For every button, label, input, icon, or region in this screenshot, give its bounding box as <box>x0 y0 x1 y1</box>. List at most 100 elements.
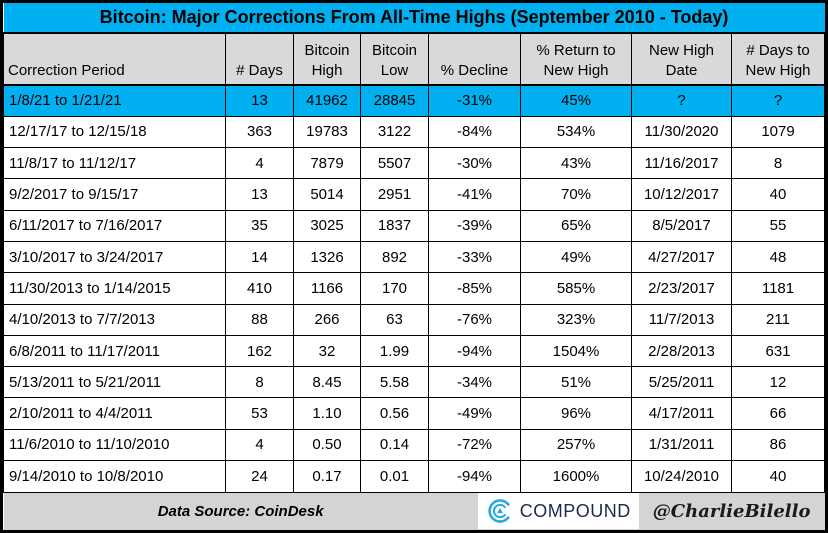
table-cell: 19783 <box>293 115 361 149</box>
table-cell: 1166 <box>293 272 361 305</box>
table-cell: 65% <box>520 209 632 242</box>
table-cell: -85% <box>428 272 521 305</box>
table-cell: 631 <box>731 334 825 368</box>
table-cell: 11/30/2020 <box>631 115 732 149</box>
table-cell: 323% <box>520 303 632 336</box>
table-cell: 5/25/2011 <box>631 366 732 399</box>
table-cell: -72% <box>428 428 521 462</box>
table-cell: 266 <box>293 303 361 336</box>
table-cell: -31% <box>428 84 521 117</box>
table-cell: -30% <box>428 147 521 180</box>
table-cell: 4 <box>225 428 294 462</box>
table-cell: 0.56 <box>360 397 429 430</box>
table-cell: 5507 <box>360 147 429 180</box>
table-cell: 1/31/2011 <box>631 428 732 462</box>
twitter-handle: @CharlieBilello <box>652 500 811 522</box>
table-body: 1/8/21 to 1/21/21 13 41962 28845 -31% 45%?? 12… <box>3 84 825 493</box>
table-cell: 8 <box>731 147 825 180</box>
compound-logo: COMPOUND <box>477 493 639 530</box>
table-row: 6/11/2017 to 7/16/2017 35 3025 1837 -39% 65% 8… <box>3 209 825 242</box>
table-cell: 40 <box>731 178 825 211</box>
table-cell: 1.10 <box>293 397 361 430</box>
table-cell: 1181 <box>731 272 825 305</box>
table-cell: 63 <box>360 303 429 336</box>
table-row: 4/10/2013 to 7/7/2013 88 266 63 -76% 323% 11/7… <box>3 303 825 336</box>
data-source-label: Data Source: CoinDesk <box>157 502 324 520</box>
table-cell: 8 <box>225 366 294 399</box>
table-cell: 11/16/2017 <box>631 147 732 180</box>
table-cell: 1.99 <box>360 334 429 368</box>
table-cell: -34% <box>428 366 521 399</box>
cell-correction-period: 11/8/17 to 11/12/17 <box>3 147 226 180</box>
cell-correction-period: 1/8/21 to 1/21/21 <box>3 84 226 117</box>
table-row: 5/13/2011 to 5/21/2011 8 8.45 5.58 -34% 51% 5/… <box>3 366 825 399</box>
compound-logo-text: COMPOUND <box>519 500 631 521</box>
table-cell: 48 <box>731 240 825 274</box>
table-cell: 10/12/2017 <box>631 178 732 211</box>
table-cell: 24 <box>225 460 294 493</box>
table-cell: -94% <box>428 460 521 493</box>
table-cell: 14 <box>225 240 294 274</box>
table-cell: 12 <box>731 366 825 399</box>
table-cell: -33% <box>428 240 521 274</box>
table-cell: 96% <box>520 397 632 430</box>
table-cell: ? <box>631 84 732 117</box>
corrections-table: Bitcoin: Major Corrections From All-Time… <box>3 3 825 530</box>
table-row: 2/10/2011 to 4/4/2011 53 1.10 0.56 -49% 96% 4/… <box>3 397 825 430</box>
table-cell: 10/24/2010 <box>631 460 732 493</box>
table-cell: 0.17 <box>293 460 361 493</box>
table-cell: 8/5/2017 <box>631 209 732 242</box>
table-row: 9/14/2010 to 10/8/2010 24 0.17 0.01 -94% 1600… <box>3 460 825 493</box>
col-header-pct-return-new-high: % Return to New High <box>520 32 632 86</box>
table-cell: 28845 <box>360 84 429 117</box>
table-cell: 35 <box>225 209 294 242</box>
table-cell: 1600% <box>520 460 632 493</box>
table-cell: 3025 <box>293 209 361 242</box>
table-cell: -76% <box>428 303 521 336</box>
col-header-correction-period: Correction Period <box>3 32 226 86</box>
table-row: 12/17/17 to 12/15/18 363 19783 3122 -84% 534%… <box>3 115 825 149</box>
col-header-pct-decline: % Decline <box>428 32 521 86</box>
table-cell: 45% <box>520 84 632 117</box>
page-title: Bitcoin: Major Corrections From All-Time… <box>3 3 825 34</box>
table-cell: 53 <box>225 397 294 430</box>
table-cell: 55 <box>731 209 825 242</box>
table-cell: 1504% <box>520 334 632 368</box>
cell-correction-period: 6/11/2017 to 7/16/2017 <box>3 209 226 242</box>
table-cell: 0.50 <box>293 428 361 462</box>
table-cell: 70% <box>520 178 632 211</box>
footer-bar: Data Source: CoinDesk COMPOUND <box>4 493 817 530</box>
cell-correction-period: 2/10/2011 to 4/4/2011 <box>3 397 226 430</box>
table-cell: 0.01 <box>360 460 429 493</box>
column-header-row: Correction Period # Days Bitcoin High Bi… <box>3 32 825 86</box>
table-cell: -41% <box>428 178 521 211</box>
cell-correction-period: 11/6/2010 to 11/10/2010 <box>3 428 226 462</box>
table-cell: 66 <box>731 397 825 430</box>
table-cell: 5.58 <box>360 366 429 399</box>
table-cell: 51% <box>520 366 632 399</box>
table-cell: 32 <box>293 334 361 368</box>
table-cell: 2/23/2017 <box>631 272 732 305</box>
cell-correction-period: 4/10/2013 to 7/7/2013 <box>3 303 226 336</box>
table-cell: 49% <box>520 240 632 274</box>
table-cell: 3122 <box>360 115 429 149</box>
table-cell: 170 <box>360 272 429 305</box>
table-cell: 4 <box>225 147 294 180</box>
table-row: 3/10/2017 to 3/24/2017 14 1326 892 -33% 49% 4/… <box>3 240 825 274</box>
cell-correction-period: 6/8/2011 to 11/17/2011 <box>3 334 226 368</box>
table-cell: 1079 <box>731 115 825 149</box>
table-cell: -84% <box>428 115 521 149</box>
table-cell: -39% <box>428 209 521 242</box>
table-cell: 88 <box>225 303 294 336</box>
table-cell: 7879 <box>293 147 361 180</box>
table-cell: 257% <box>520 428 632 462</box>
table-cell: 534% <box>520 115 632 149</box>
table-cell: 4/17/2011 <box>631 397 732 430</box>
compound-logo-icon <box>486 497 514 525</box>
table-cell: 363 <box>225 115 294 149</box>
table-cell: 1837 <box>360 209 429 242</box>
table-row: 1/8/21 to 1/21/21 13 41962 28845 -31% 45%?? <box>3 84 825 117</box>
table-cell: 162 <box>225 334 294 368</box>
table-cell: 13 <box>225 84 294 117</box>
table-cell: 585% <box>520 272 632 305</box>
